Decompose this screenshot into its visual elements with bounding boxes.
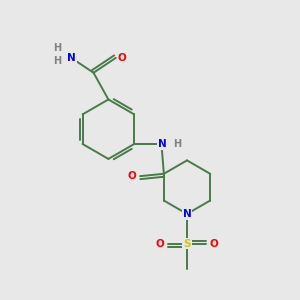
- Text: H: H: [53, 56, 61, 66]
- Text: S: S: [183, 238, 191, 249]
- Text: N: N: [158, 139, 167, 149]
- Text: N: N: [67, 53, 76, 63]
- Text: O: O: [210, 238, 218, 249]
- Text: O: O: [156, 238, 164, 249]
- Text: O: O: [128, 171, 137, 181]
- Text: H: H: [173, 139, 181, 149]
- Text: H: H: [53, 43, 61, 53]
- Text: N: N: [183, 209, 191, 219]
- Text: O: O: [118, 53, 127, 63]
